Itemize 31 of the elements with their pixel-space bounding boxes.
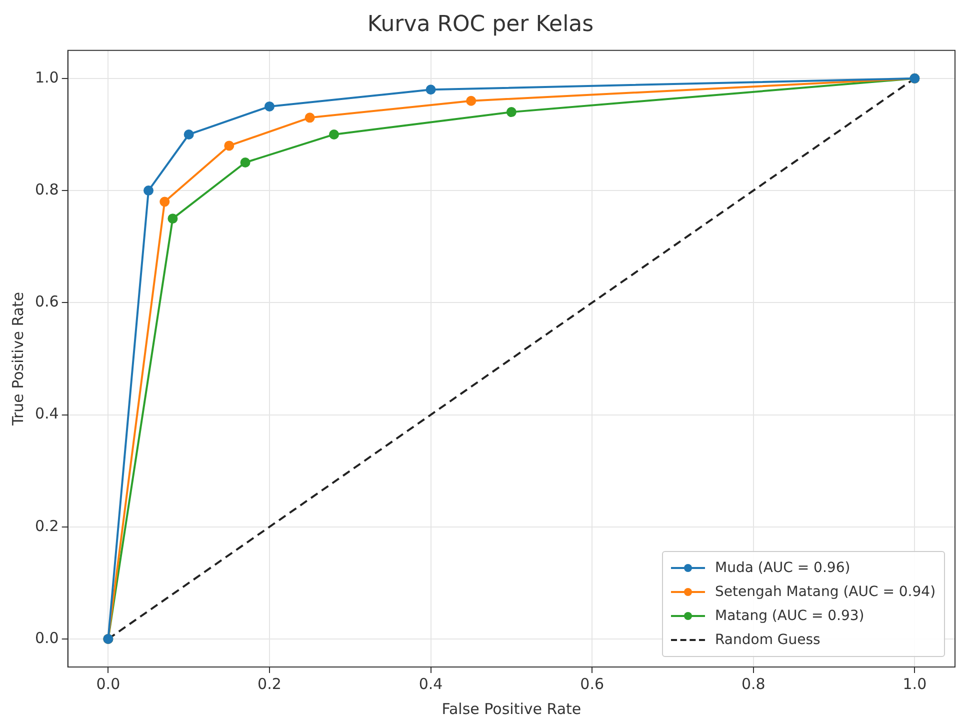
x-tick-label: 1.0 [902,674,927,693]
y-tick-label: 0.6 [34,292,59,311]
legend-label: Random Guess [715,632,820,648]
y-axis-title: True Positive Rate [8,292,27,427]
x-tick-label: 0.0 [96,674,120,693]
y-tick-label: 0.4 [34,404,59,423]
point [304,112,315,123]
y-tick-label: 0.0 [34,628,59,647]
point [144,186,154,196]
point [240,158,250,168]
point [160,196,170,207]
legend-label: Muda (AUC = 0.96) [715,560,850,576]
point [426,84,436,95]
y-tick-label: 1.0 [34,68,59,86]
point [466,96,476,106]
x-tick-label: 0.4 [418,674,443,693]
point [224,140,234,151]
point [184,129,194,140]
point [329,129,339,140]
x-tick-label: 0.8 [741,674,766,693]
chart-title: Kurva ROC per Kelas [367,12,594,37]
y-tick-label: 0.2 [34,516,59,535]
point [168,214,178,224]
x-axis-title: False Positive Rate [442,700,582,718]
legend-label: Matang (AUC = 0.93) [715,608,864,624]
x-tick-label: 0.6 [580,674,604,693]
y-tick-label: 0.8 [34,180,59,198]
legend-label: Setengah Matang (AUC = 0.94) [715,584,936,600]
x-tick-label: 0.2 [258,674,282,693]
point [506,107,516,118]
point [264,101,274,112]
